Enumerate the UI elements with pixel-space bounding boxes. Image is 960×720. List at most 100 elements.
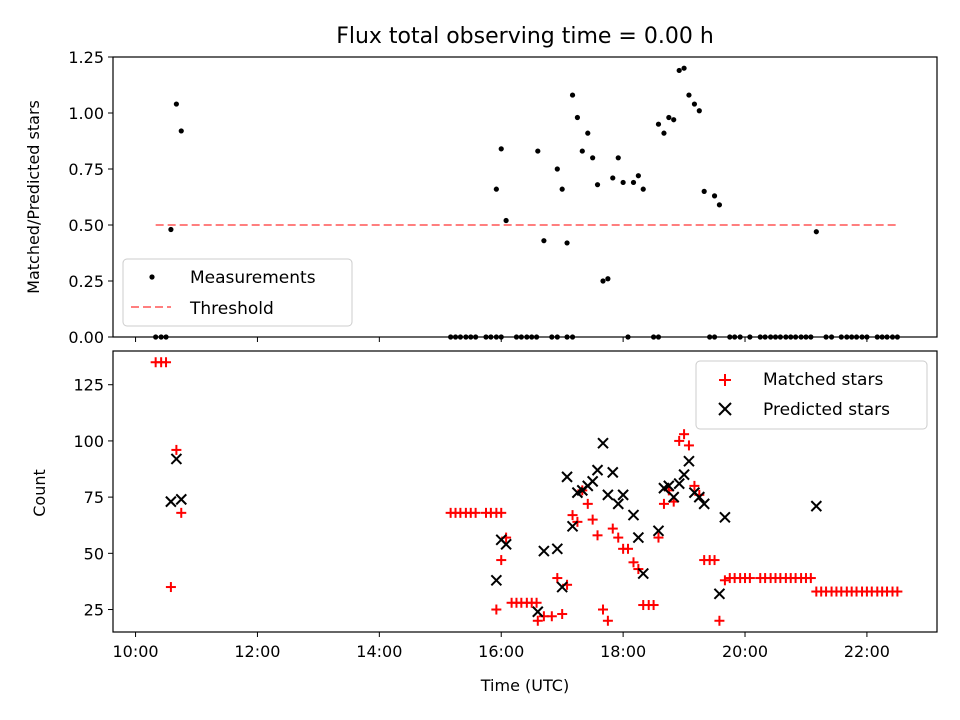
measurement-point <box>594 182 601 188</box>
predicted-star-stroke <box>612 498 624 510</box>
matched-star-point <box>653 532 664 543</box>
predicted-star-stroke <box>602 489 614 501</box>
matched-star-point <box>744 573 755 584</box>
predicted-star-point <box>627 509 640 521</box>
top-panel: Flux total observing time = 0.00 h Match… <box>24 24 938 347</box>
predicted-star-stroke <box>617 489 629 501</box>
measurement-point <box>671 117 677 123</box>
predicted-star-point <box>551 543 564 555</box>
matched-star-point <box>491 604 502 615</box>
bottom-legend-box <box>695 360 928 430</box>
predicted-star-point <box>500 538 512 551</box>
predicted-star-stroke <box>713 588 726 600</box>
measurement-point <box>559 186 565 192</box>
predicted-star-point <box>607 466 619 479</box>
chart-title: Flux total observing time = 0.00 h <box>336 24 714 49</box>
measurement-point <box>605 276 611 282</box>
predicted-star-point <box>673 477 685 490</box>
measurement-point <box>493 186 499 192</box>
matched-star-point <box>683 440 694 451</box>
predicted-star-point <box>566 520 579 533</box>
matched-star-point <box>176 507 187 518</box>
predicted-star-stroke <box>561 471 573 483</box>
predicted-star-point <box>678 468 690 481</box>
matched-star-point <box>546 611 557 622</box>
measurement-point <box>615 155 621 161</box>
predicted-star-stroke <box>500 538 512 551</box>
matched-star-point <box>719 575 730 586</box>
predicted-star-point <box>698 498 710 510</box>
measurement-point <box>696 108 702 114</box>
measurement-point <box>610 175 616 181</box>
measurement-point <box>686 92 692 98</box>
x-tick-label: 20:00 <box>722 642 768 661</box>
predicted-star-point <box>532 606 544 618</box>
predicted-star-stroke <box>673 477 685 490</box>
matched-star-point <box>587 514 598 525</box>
predicted-star-point <box>591 464 604 476</box>
predicted-star-stroke <box>652 525 665 537</box>
predicted-star-stroke <box>663 480 675 492</box>
bottom-y-tick-label: 125 <box>73 376 104 395</box>
measurement-point <box>590 155 596 161</box>
predicted-star-stroke <box>165 495 177 508</box>
predicted-star-point <box>713 588 726 600</box>
predicted-star-point <box>586 475 599 488</box>
bottom-y-tick-label: 50 <box>84 544 104 563</box>
predicted-star-point <box>683 455 695 467</box>
x-tick-label: 16:00 <box>478 642 524 661</box>
predicted-star-point <box>719 511 731 524</box>
measurement-point <box>535 148 541 154</box>
measurement-point <box>716 202 723 208</box>
predicted-star-point <box>602 489 614 501</box>
predicted-star-stroke <box>627 509 640 521</box>
predicted-star-point <box>175 493 187 506</box>
top-legend: Measurements Threshold <box>122 258 353 327</box>
predicted-star-point <box>617 489 629 501</box>
matched-star-point <box>496 507 507 518</box>
x-tick-label: 12:00 <box>234 642 280 661</box>
measurement-point <box>813 229 819 235</box>
measurement-point <box>701 188 707 194</box>
bottom-plot-frame <box>112 350 938 633</box>
measurement-point <box>661 130 667 136</box>
matched-star-point <box>165 582 176 593</box>
top-y-tick-label: 1.25 <box>68 48 104 67</box>
bottom-y-tick-label: 75 <box>84 488 104 507</box>
bottom-y-axis-label: Count <box>30 469 49 517</box>
top-plot-frame <box>112 56 938 338</box>
matched-star-point <box>674 435 685 446</box>
predicted-star-point <box>165 495 177 508</box>
predicted-star-point <box>612 498 624 510</box>
measurement-point <box>574 114 581 121</box>
matched-star-point <box>607 523 618 534</box>
top-y-tick-label: 0.75 <box>68 160 104 179</box>
matched-star-point <box>623 543 633 554</box>
predicted-star-point <box>663 480 675 492</box>
matched-star-point <box>892 586 903 597</box>
legend-matched-label: Matched stars <box>763 370 883 390</box>
predicted-star-point <box>652 525 665 537</box>
matched-star-point <box>658 498 669 509</box>
predicted-star-stroke <box>566 520 579 533</box>
matched-star-point <box>805 573 816 584</box>
top-y-tick-label: 0.25 <box>68 272 104 291</box>
predicted-star-stroke <box>698 498 710 510</box>
measurement-point <box>655 121 662 127</box>
predicted-star-point <box>556 581 568 593</box>
predicted-star-stroke <box>532 606 544 618</box>
matched-star-point <box>679 429 690 440</box>
matched-star-point <box>531 597 542 608</box>
predicted-star-stroke <box>683 455 695 467</box>
predicted-star-stroke <box>607 466 619 479</box>
x-tick-label: 10:00 <box>112 642 158 661</box>
top-legend-box <box>122 258 353 327</box>
predicted-star-stroke <box>591 464 604 476</box>
measurement-point <box>681 65 687 71</box>
measurement-point <box>564 240 570 246</box>
predicted-star-stroke <box>586 475 599 488</box>
matched-star-point <box>648 600 659 611</box>
measurement-point <box>178 128 184 134</box>
legend-threshold-label: Threshold <box>189 299 274 319</box>
matched-star-point <box>689 480 700 491</box>
